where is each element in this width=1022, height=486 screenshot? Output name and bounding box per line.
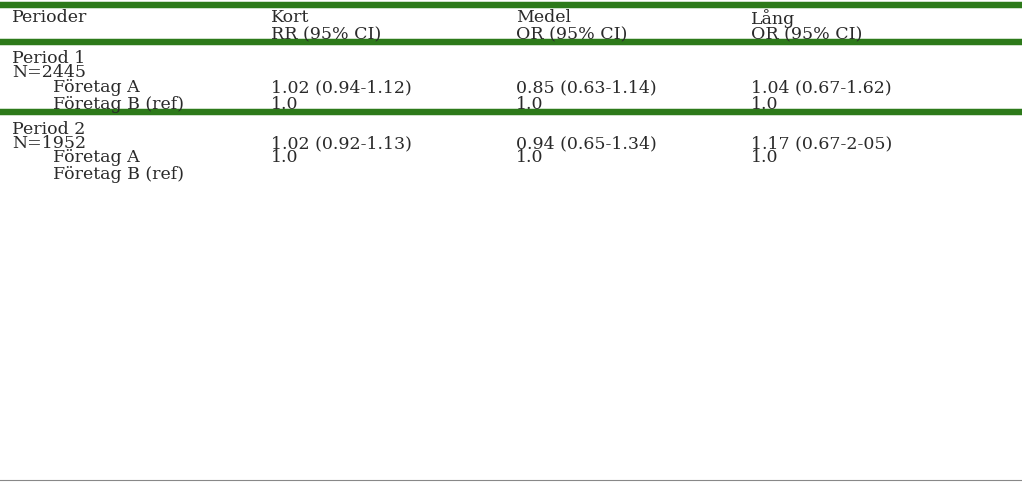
Text: 1.0: 1.0 — [271, 96, 298, 113]
Text: Kort: Kort — [271, 9, 310, 26]
Text: OR (95% CI): OR (95% CI) — [751, 26, 863, 43]
Text: 1.17 (0.67-2-05): 1.17 (0.67-2-05) — [751, 135, 892, 152]
Text: Period 1: Period 1 — [12, 50, 86, 67]
Text: Period 2: Period 2 — [12, 121, 86, 138]
Text: 1.0: 1.0 — [516, 96, 544, 113]
Text: 0.85 (0.63-1.14): 0.85 (0.63-1.14) — [516, 79, 657, 96]
Text: 1.02 (0.92-1.13): 1.02 (0.92-1.13) — [271, 135, 412, 152]
Text: 1.0: 1.0 — [751, 96, 779, 113]
Text: Medel: Medel — [516, 9, 571, 26]
Text: Företag A: Företag A — [53, 79, 140, 96]
Text: N=1952: N=1952 — [12, 135, 87, 152]
Text: Företag B (ref): Företag B (ref) — [53, 96, 184, 113]
Text: 1.0: 1.0 — [751, 149, 779, 166]
Text: N=2445: N=2445 — [12, 64, 86, 81]
Text: 1.0: 1.0 — [516, 149, 544, 166]
Text: Företag A: Företag A — [53, 149, 140, 166]
Text: Företag B (ref): Företag B (ref) — [53, 166, 184, 183]
Text: 1.02 (0.94-1.12): 1.02 (0.94-1.12) — [271, 79, 412, 96]
Text: Perioder: Perioder — [12, 9, 88, 26]
Text: 0.94 (0.65-1.34): 0.94 (0.65-1.34) — [516, 135, 657, 152]
Text: OR (95% CI): OR (95% CI) — [516, 26, 628, 43]
Text: 1.04 (0.67-1.62): 1.04 (0.67-1.62) — [751, 79, 892, 96]
Text: 1.0: 1.0 — [271, 149, 298, 166]
Text: Lång: Lång — [751, 9, 795, 28]
Text: RR (95% CI): RR (95% CI) — [271, 26, 381, 43]
